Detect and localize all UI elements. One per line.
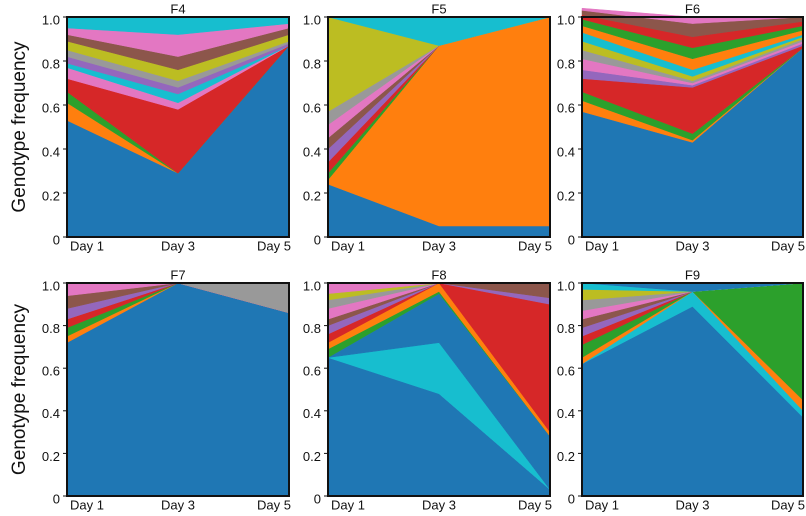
- x-tick-label: Day 1: [331, 238, 365, 253]
- x-tick-label: Day 5: [771, 238, 805, 253]
- y-tick-label: 1.0: [557, 12, 575, 27]
- y-tick-label: 0.6: [557, 100, 575, 115]
- y-tick-label: 0.2: [42, 449, 60, 464]
- y-tick-label: 0.8: [557, 56, 575, 71]
- y-tick-label: 1.0: [303, 12, 321, 27]
- y-tick-label: 1.0: [42, 12, 60, 27]
- x-tick-label: Day 5: [257, 497, 291, 512]
- y-tick-label: 0: [53, 232, 60, 247]
- y-tick-label: 0: [568, 232, 575, 247]
- y-tick-label: 0: [314, 491, 321, 506]
- figure: 0 0.2 0.4 0.6 0.8 1.0 Day 1 Day 3 Day 5 F4 Genotyp…: [0, 0, 806, 516]
- x-tick-label: Day 5: [518, 497, 552, 512]
- y-tick-label: 1.0: [303, 278, 321, 293]
- y-tick-label: 0: [314, 232, 321, 247]
- x-tick-label: Day 1: [70, 238, 104, 253]
- x-tick-label: Day 1: [585, 497, 619, 512]
- y-tick-label: 0: [568, 491, 575, 506]
- y-tick-label: 0.8: [303, 56, 321, 71]
- y-tick-label: 0.4: [42, 144, 60, 159]
- x-tick-label: Day 3: [676, 497, 710, 512]
- y-tick-label: 1.0: [42, 278, 60, 293]
- y-tick-label: 0.8: [303, 321, 321, 336]
- y-tick-label: 0.2: [557, 188, 575, 203]
- y-tick-label: 0.4: [42, 406, 60, 421]
- y-tick-label: 0.4: [557, 144, 575, 159]
- y-tick-label: 0: [53, 491, 60, 506]
- x-tick-label: Day 3: [422, 238, 456, 253]
- y-tick-label: 0.4: [303, 144, 321, 159]
- x-tick-label: Day 3: [161, 497, 195, 512]
- panel-title: F6: [685, 1, 700, 16]
- x-tick-label: Day 5: [518, 238, 552, 253]
- y-tick-label: 0.2: [303, 188, 321, 203]
- y-tick-label: 0.2: [557, 449, 575, 464]
- y-tick-label: 0.4: [557, 406, 575, 421]
- x-tick-label: Day 1: [70, 497, 104, 512]
- x-tick-label: Day 3: [161, 238, 195, 253]
- y-tick-label: 0.6: [42, 364, 60, 379]
- y-tick-label: 0.2: [42, 188, 60, 203]
- y-tick-label: 0.6: [42, 100, 60, 115]
- x-tick-label: Day 1: [585, 238, 619, 253]
- x-tick-label: Day 3: [676, 238, 710, 253]
- y-tick-label: 0.8: [42, 56, 60, 71]
- panel-title: F4: [170, 1, 185, 16]
- y-tick-label: 0.6: [557, 364, 575, 379]
- y-axis-label: Genotype frequency: [9, 41, 30, 213]
- panel-title: F7: [170, 267, 185, 282]
- y-tick-label: 0.8: [557, 321, 575, 336]
- y-tick-label: 1.0: [557, 278, 575, 293]
- panel-title: F5: [431, 1, 446, 16]
- x-tick-label: Day 3: [422, 497, 456, 512]
- x-tick-label: Day 5: [771, 497, 805, 512]
- x-tick-label: Day 1: [331, 497, 365, 512]
- y-tick-label: 0.8: [42, 321, 60, 336]
- y-tick-label: 0.4: [303, 406, 321, 421]
- y-tick-label: 0.2: [303, 449, 321, 464]
- panel-title: F8: [431, 267, 446, 282]
- y-axis-label: Genotype frequency: [9, 303, 30, 475]
- page: 0 0.2 0.4 0.6 0.8 1.0 Day 1 Day 3 Day 5 F4 Genotyp…: [0, 0, 806, 516]
- panel-title: F9: [685, 267, 700, 282]
- y-tick-label: 0.6: [303, 364, 321, 379]
- y-tick-label: 0.6: [303, 100, 321, 115]
- x-tick-label: Day 5: [257, 238, 291, 253]
